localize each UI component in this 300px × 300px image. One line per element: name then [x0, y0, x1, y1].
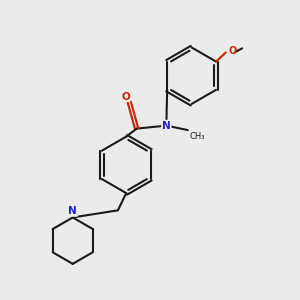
Text: O: O: [121, 92, 130, 101]
Text: N: N: [68, 206, 77, 216]
Text: CH₃: CH₃: [189, 133, 205, 142]
Text: O: O: [228, 46, 236, 56]
Text: N: N: [162, 121, 171, 130]
